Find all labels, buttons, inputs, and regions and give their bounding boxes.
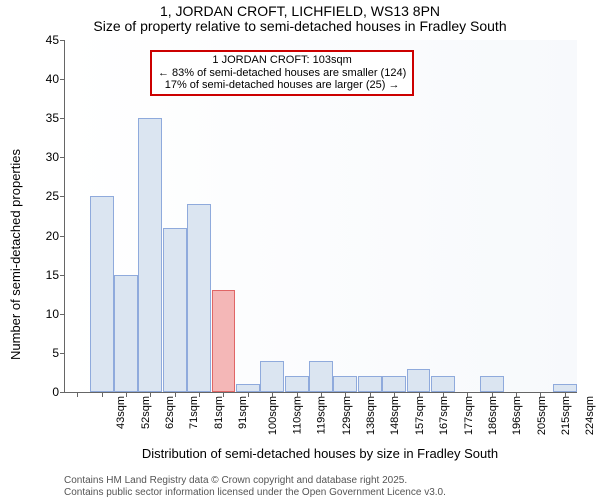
x-tick-mark [370, 392, 371, 397]
x-tick-label: 110sqm [291, 396, 303, 434]
histogram-bar [382, 376, 406, 392]
y-tick-mark [60, 40, 65, 41]
footer-line-1: Contains HM Land Registry data © Crown c… [64, 475, 446, 487]
x-tick-mark [150, 392, 151, 397]
x-tick-mark [394, 392, 395, 397]
x-tick-mark [126, 392, 127, 397]
x-tick-mark [492, 392, 493, 397]
histogram-bar [236, 384, 260, 392]
x-tick-label: 52sqm [140, 396, 152, 429]
x-tick-mark [565, 392, 566, 397]
footer-attribution: Contains HM Land Registry data © Crown c… [64, 475, 446, 499]
y-tick-mark [60, 236, 65, 237]
x-tick-label: 129sqm [341, 396, 353, 435]
y-tick-mark [60, 392, 65, 393]
y-tick-mark [60, 79, 65, 80]
x-tick-label: 186sqm [487, 396, 499, 435]
histogram-bar [309, 361, 333, 392]
x-tick-mark [345, 392, 346, 397]
x-tick-mark [102, 392, 103, 397]
x-tick-label: 205sqm [536, 396, 548, 435]
y-tick-mark [60, 157, 65, 158]
histogram-bar [285, 376, 309, 392]
histogram-bar [333, 376, 357, 392]
x-tick-mark [248, 392, 249, 397]
title-line-2: Size of property relative to semi-detach… [0, 19, 600, 34]
histogram-bar [114, 275, 138, 392]
x-tick-label: 138sqm [365, 396, 377, 435]
x-tick-mark [77, 392, 78, 397]
histogram-bar [553, 384, 577, 392]
x-tick-mark [443, 392, 444, 397]
x-tick-label: 224sqm [585, 396, 597, 435]
annotation-line-1: 1 JORDAN CROFT: 103sqm [158, 54, 406, 67]
y-tick-mark [60, 196, 65, 197]
annotation-line-3: 17% of semi-detached houses are larger (… [158, 79, 406, 92]
x-tick-label: 157sqm [414, 396, 426, 435]
x-tick-mark [223, 392, 224, 397]
chart-container: 1, JORDAN CROFT, LICHFIELD, WS13 8PN Siz… [0, 0, 600, 500]
y-axis-label: Number of semi-detached properties [8, 149, 23, 360]
x-tick-label: 167sqm [438, 396, 450, 435]
x-tick-mark [516, 392, 517, 397]
x-tick-label: 81sqm [213, 396, 225, 429]
y-tick-mark [60, 314, 65, 315]
x-tick-label: 119sqm [316, 396, 328, 434]
chart-titles: 1, JORDAN CROFT, LICHFIELD, WS13 8PN Siz… [0, 0, 600, 35]
histogram-bar [431, 376, 455, 392]
x-tick-label: 91sqm [237, 396, 249, 429]
histogram-bar [407, 369, 431, 392]
histogram-bar [138, 118, 162, 392]
histogram-bar [90, 196, 114, 392]
x-tick-mark [297, 392, 298, 397]
x-tick-label: 177sqm [463, 396, 475, 435]
x-tick-mark [467, 392, 468, 397]
x-tick-label: 215sqm [560, 396, 572, 435]
x-tick-label: 71sqm [188, 396, 200, 429]
y-tick-mark [60, 353, 65, 354]
histogram-bar [163, 228, 187, 392]
histogram-bar [187, 204, 211, 392]
x-tick-mark [540, 392, 541, 397]
x-tick-mark [272, 392, 273, 397]
x-tick-mark [419, 392, 420, 397]
footer-line-2: Contains public sector information licen… [64, 487, 446, 499]
histogram-bar [212, 290, 236, 392]
x-tick-mark [199, 392, 200, 397]
x-tick-label: 148sqm [390, 396, 402, 435]
x-tick-label: 62sqm [164, 396, 176, 429]
x-axis-label: Distribution of semi-detached houses by … [64, 446, 576, 461]
x-tick-mark [175, 392, 176, 397]
histogram-bar [358, 376, 382, 392]
annotation-line-2: ← 83% of semi-detached houses are smalle… [158, 67, 406, 80]
title-line-1: 1, JORDAN CROFT, LICHFIELD, WS13 8PN [0, 4, 600, 19]
x-tick-mark [321, 392, 322, 397]
y-tick-mark [60, 118, 65, 119]
y-tick-mark [60, 275, 65, 276]
histogram-bar [260, 361, 284, 392]
x-tick-label: 196sqm [511, 396, 523, 435]
x-tick-label: 100sqm [268, 396, 280, 435]
x-tick-label: 43sqm [115, 396, 127, 429]
annotation-box: 1 JORDAN CROFT: 103sqm ← 83% of semi-det… [150, 50, 414, 96]
histogram-bar [480, 376, 504, 392]
